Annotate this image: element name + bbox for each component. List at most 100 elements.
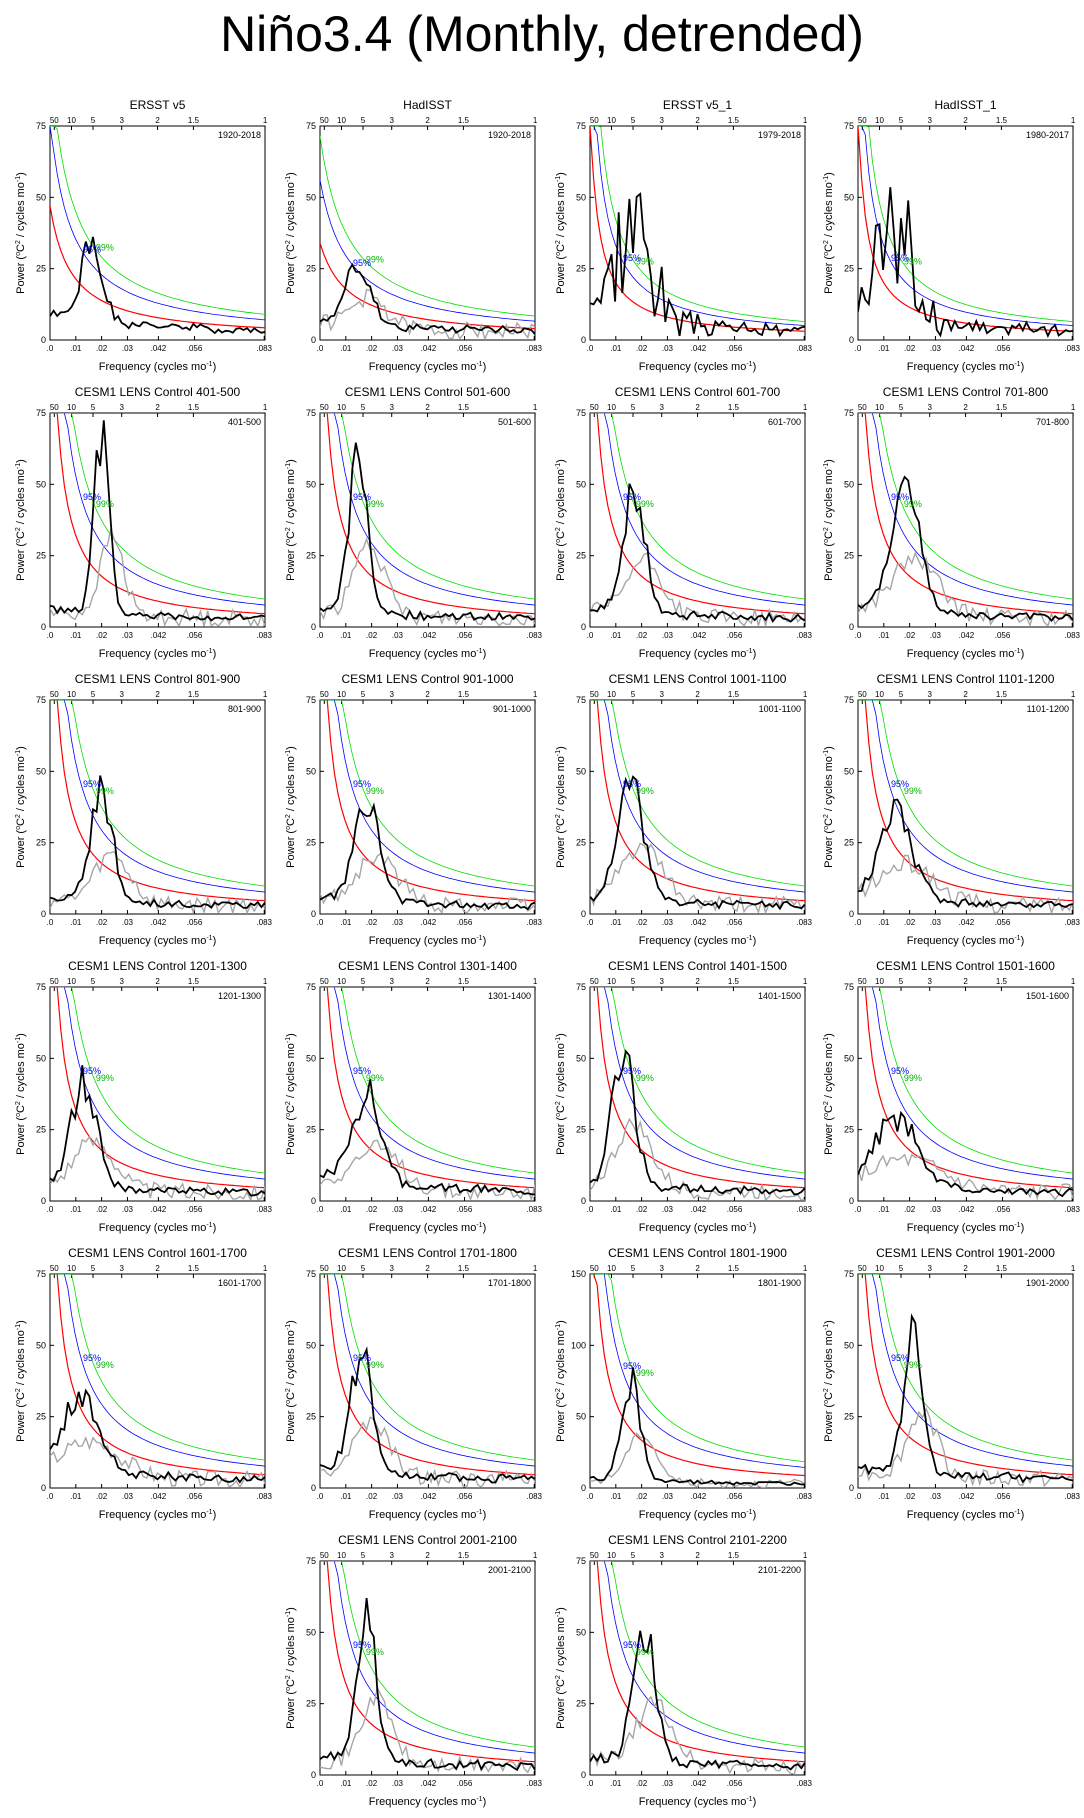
top-tick-label: 3 bbox=[119, 690, 124, 699]
top-tick-label: 3 bbox=[389, 690, 394, 699]
x-tick-label: .083 bbox=[256, 631, 272, 640]
x-axis-label: Frequency (cycles mo-1) bbox=[639, 1222, 757, 1234]
top-tick-label: 3 bbox=[389, 403, 394, 412]
x-tick-label: .042 bbox=[691, 918, 707, 927]
x-tick-label: .083 bbox=[1064, 344, 1080, 353]
curve-group bbox=[320, 136, 535, 340]
y-axis-label: Power (oC2 / cycles mo-1) bbox=[555, 746, 567, 868]
label-95: 95% bbox=[623, 1640, 641, 1650]
x-axis-label: Frequency (cycles mo-1) bbox=[99, 361, 217, 373]
top-tick-label: 2 bbox=[425, 1551, 430, 1560]
y-tick-label: 75 bbox=[306, 1556, 316, 1566]
x-tick-label: .042 bbox=[151, 918, 167, 927]
x-tick-label: .083 bbox=[256, 1492, 272, 1501]
power-spectrum bbox=[320, 1346, 535, 1484]
top-tick-label: 5 bbox=[361, 116, 366, 125]
label-99: 99% bbox=[904, 1073, 922, 1083]
y-tick-label: 75 bbox=[36, 408, 46, 418]
red-noise-curve bbox=[858, 126, 1073, 332]
x-tick-label: .02 bbox=[636, 918, 648, 927]
period-label: 1701-1800 bbox=[488, 1278, 531, 1288]
confidence-99-curve bbox=[858, 1274, 1073, 1461]
panel-title: CESM1 LENS Control 1701-1800 bbox=[338, 1246, 517, 1260]
power-spectrum bbox=[858, 1313, 1073, 1484]
top-tick-label: 2 bbox=[695, 1551, 700, 1560]
y-tick-label: 50 bbox=[844, 766, 854, 776]
label-99: 99% bbox=[904, 499, 922, 509]
x-tick-label: .056 bbox=[187, 1492, 203, 1501]
x-tick-label: .056 bbox=[995, 918, 1011, 927]
x-axis-label: Frequency (cycles mo-1) bbox=[639, 1796, 757, 1808]
top-tick-label: 1.5 bbox=[188, 977, 200, 986]
label-99: 99% bbox=[96, 242, 114, 252]
y-axis-label: Power (oC2 / cycles mo-1) bbox=[285, 746, 297, 868]
top-tick-label: 2 bbox=[155, 403, 160, 412]
x-tick-label: .01 bbox=[70, 918, 82, 927]
top-tick-label: 5 bbox=[631, 116, 636, 125]
plot-frame bbox=[589, 125, 806, 341]
top-tick-label: 2 bbox=[695, 403, 700, 412]
top-tick-label: 1.5 bbox=[458, 977, 470, 986]
red-noise-curve bbox=[858, 413, 1073, 615]
panel-title: CESM1 LENS Control 1201-1300 bbox=[68, 959, 247, 973]
x-tick-label: .0 bbox=[587, 1779, 594, 1788]
y-tick-label: 0 bbox=[581, 1770, 586, 1780]
top-tick-label: 1 bbox=[803, 116, 808, 125]
x-tick-label: .0 bbox=[587, 1205, 594, 1214]
period-label: 1101-1200 bbox=[1027, 704, 1069, 714]
reference-spectrum bbox=[320, 288, 535, 340]
y-tick-label: 75 bbox=[844, 982, 854, 992]
power-spectrum bbox=[590, 192, 805, 338]
top-tick-label: 1 bbox=[263, 116, 268, 125]
confidence-95-curve bbox=[590, 700, 805, 893]
top-tick-label: 50 bbox=[858, 403, 867, 412]
confidence-99-curve bbox=[50, 126, 265, 315]
x-tick-label: .02 bbox=[96, 1492, 108, 1501]
confidence-99-curve bbox=[320, 413, 535, 600]
y-tick-label: 0 bbox=[581, 1483, 586, 1493]
reference-spectrum bbox=[590, 842, 805, 914]
top-tick-label: 1 bbox=[533, 690, 538, 699]
top-tick-label: 3 bbox=[927, 403, 932, 412]
x-tick-label: .02 bbox=[904, 344, 916, 353]
top-tick-label: 2 bbox=[695, 977, 700, 986]
top-tick-label: 50 bbox=[858, 116, 867, 125]
label-99: 99% bbox=[366, 786, 384, 796]
top-tick-label: 2 bbox=[963, 1264, 968, 1273]
confidence-99-curve bbox=[858, 413, 1073, 600]
confidence-99-curve bbox=[590, 987, 805, 1174]
reference-spectrum bbox=[320, 537, 535, 627]
power-spectrum bbox=[50, 420, 265, 622]
y-tick-label: 25 bbox=[36, 838, 46, 848]
curve-group bbox=[320, 413, 535, 627]
panel-title: CESM1 LENS Control 2001-2100 bbox=[338, 1533, 517, 1547]
y-tick-label: 50 bbox=[36, 1340, 46, 1350]
y-axis-label: Power (oC2 / cycles mo-1) bbox=[823, 1320, 835, 1442]
y-tick-label: 25 bbox=[306, 1412, 316, 1422]
red-noise-curve bbox=[50, 1274, 265, 1476]
y-tick-label: 0 bbox=[581, 622, 586, 632]
top-tick-label: 2 bbox=[695, 116, 700, 125]
label-99: 99% bbox=[366, 1647, 384, 1657]
reference-spectrum bbox=[858, 854, 1073, 914]
top-tick-label: 1.5 bbox=[458, 690, 470, 699]
y-tick-label: 50 bbox=[844, 479, 854, 489]
panel-title: CESM1 LENS Control 2101-2200 bbox=[608, 1533, 787, 1547]
x-tick-label: .02 bbox=[636, 1492, 648, 1501]
confidence-99-curve bbox=[50, 700, 265, 887]
top-tick-label: 1 bbox=[803, 977, 808, 986]
top-tick-label: 50 bbox=[50, 1264, 59, 1273]
x-tick-label: .083 bbox=[1064, 1205, 1080, 1214]
y-tick-label: 25 bbox=[36, 264, 46, 274]
y-tick-label: 25 bbox=[576, 551, 586, 561]
y-tick-label: 0 bbox=[41, 622, 46, 632]
x-tick-label: .0 bbox=[855, 1492, 862, 1501]
confidence-95-curve bbox=[590, 413, 805, 606]
label-95: 95% bbox=[891, 492, 909, 502]
top-tick-label: 10 bbox=[67, 1264, 76, 1273]
top-tick-label: 50 bbox=[590, 116, 599, 125]
reference-spectrum bbox=[50, 850, 265, 914]
top-tick-label: 5 bbox=[899, 116, 904, 125]
y-axis-label: Power (oC2 / cycles mo-1) bbox=[555, 1320, 567, 1442]
top-tick-label: 2 bbox=[963, 403, 968, 412]
